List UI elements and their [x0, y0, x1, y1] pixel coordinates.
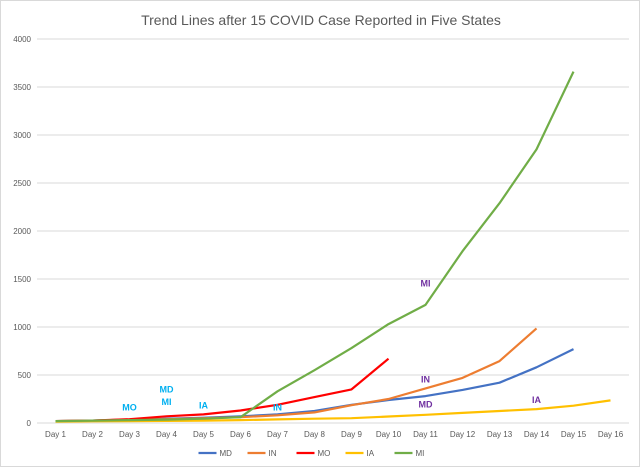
y-axis: 0 500 1000 1500 2000 2500 3000 3500 4000: [13, 35, 31, 428]
x-tick-label: Day 9: [341, 430, 362, 439]
y-tick-label: 3000: [13, 131, 31, 140]
x-tick-label: Day 5: [193, 430, 214, 439]
x-tick-label: Day 1: [45, 430, 66, 439]
x-tick-label: Day 3: [119, 430, 140, 439]
legend-label-ia: IA: [367, 449, 375, 458]
series-lines: [55, 71, 611, 423]
x-tick-label: Day 12: [450, 430, 476, 439]
x-tick-label: Day 14: [524, 430, 550, 439]
annotation-label: MI: [421, 279, 431, 289]
legend: MD IN MO IA MI: [198, 449, 425, 458]
x-tick-label: Day 7: [267, 430, 288, 439]
annotation-label: IA: [532, 395, 542, 405]
legend-label-mi: MI: [416, 449, 425, 458]
series-line-mi: [55, 71, 575, 423]
annotation-label: MO: [122, 403, 137, 413]
x-tick-label: Day 2: [82, 430, 103, 439]
y-tick-label: 1000: [13, 323, 31, 332]
annotations: MO MD MI IA IN MI IN MD IA: [122, 279, 541, 413]
x-tick-label: Day 8: [304, 430, 325, 439]
y-tick-label: 3500: [13, 83, 31, 92]
annotation-label: MD: [419, 400, 433, 410]
y-tick-label: 0: [27, 419, 32, 428]
x-tick-label: Day 4: [156, 430, 177, 439]
y-tick-label: 4000: [13, 35, 31, 44]
annotation-label: IN: [421, 375, 430, 385]
grid: [37, 38, 629, 424]
series-line-mo: [55, 357, 390, 423]
x-tick-label: Day 6: [230, 430, 251, 439]
x-tick-label: Day 13: [487, 430, 513, 439]
x-tick-label: Day 11: [413, 430, 438, 439]
annotation-label: IA: [199, 401, 209, 411]
legend-label-mo: MO: [318, 449, 331, 458]
series-line-ia: [55, 399, 611, 423]
annotation-label: MD: [160, 384, 174, 394]
x-tick-label: Day 16: [598, 430, 624, 439]
legend-label-md: MD: [220, 449, 233, 458]
annotation-label: IN: [273, 403, 282, 413]
annotation-label: MI: [162, 397, 172, 407]
y-tick-label: 2500: [13, 179, 31, 188]
y-tick-label: 1500: [13, 275, 31, 284]
y-tick-label: 500: [18, 371, 32, 380]
x-tick-label: Day 15: [561, 430, 587, 439]
x-axis: Day 1 Day 2 Day 3 Day 4 Day 5 Day 6 Day 7 Day 8…: [45, 430, 624, 439]
legend-label-in: IN: [269, 449, 277, 458]
y-tick-label: 2000: [13, 227, 31, 236]
x-tick-label: Day 10: [376, 430, 402, 439]
chart-title: Trend Lines after 15 COVID Case Reported…: [141, 12, 501, 28]
